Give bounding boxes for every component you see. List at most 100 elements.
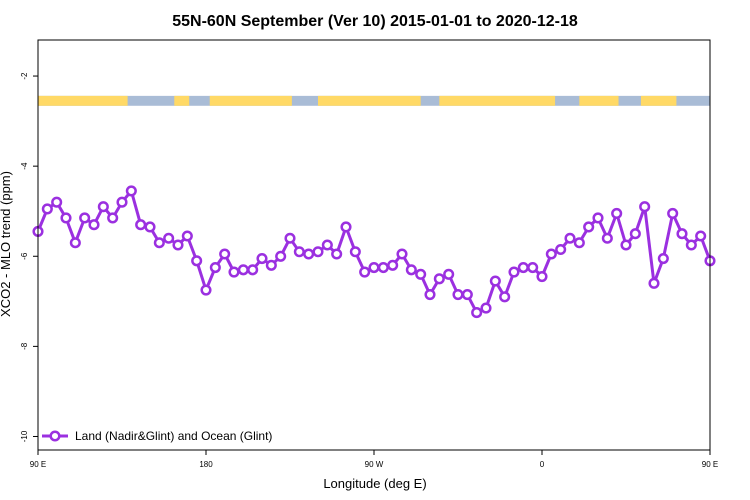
land-segment: [174, 95, 190, 106]
data-point: [527, 261, 539, 274]
data-point: [237, 264, 249, 276]
data-point: [191, 255, 203, 267]
data-point: [639, 201, 651, 213]
data-point: [125, 185, 137, 197]
data-point: [163, 232, 175, 244]
legend-marker: [49, 430, 61, 442]
data-point: [508, 266, 520, 278]
data-point: [172, 239, 184, 251]
x-axis: 90 E 180 90 W 0 90 E: [30, 450, 718, 469]
data-point: [107, 212, 119, 224]
data-point: [228, 266, 240, 278]
series-points: [32, 185, 716, 319]
data-point: [321, 239, 333, 251]
data-point: [303, 248, 315, 260]
surface-band: [38, 95, 710, 106]
data-point: [349, 246, 361, 258]
x-tick-label: 90 W: [365, 460, 384, 469]
data-point: [69, 237, 81, 249]
data-point: [545, 248, 557, 260]
data-point: [377, 261, 389, 274]
data-point: [629, 228, 641, 240]
data-point: [452, 289, 464, 301]
data-point: [312, 246, 324, 258]
chart-title: 55N-60N September (Ver 10) 2015-01-01 to…: [172, 13, 578, 30]
x-tick-label: 180: [199, 460, 213, 469]
data-point: [275, 250, 287, 262]
data-point: [611, 207, 623, 220]
data-point: [293, 246, 305, 258]
data-point: [499, 291, 511, 303]
data-point: [359, 266, 371, 278]
data-point: [79, 212, 91, 224]
data-point: [536, 270, 548, 283]
data-point: [433, 273, 445, 285]
data-point: [181, 230, 193, 242]
x-tick-label: 90 E: [702, 460, 718, 469]
data-point: [265, 259, 277, 271]
land-segment: [640, 95, 677, 106]
series-line: [36, 189, 712, 315]
data-point: [667, 207, 679, 220]
data-point: [564, 232, 576, 244]
data-point: [517, 261, 529, 274]
data-point: [620, 239, 632, 251]
plot-frame: [37, 39, 711, 451]
data-point: [583, 221, 595, 233]
data-point: [60, 212, 72, 224]
data-point: [405, 264, 417, 276]
legend: Land (Nadir&Glint) and Ocean (Glint): [42, 429, 272, 443]
data-point: [601, 232, 613, 244]
data-point: [592, 212, 604, 224]
data-point: [387, 259, 399, 271]
x-tick-label: 0: [540, 460, 545, 469]
y-tick-label: -6: [20, 252, 29, 260]
data-point: [247, 264, 259, 276]
data-point: [153, 237, 165, 249]
data-point: [256, 252, 268, 265]
data-point: [461, 289, 473, 301]
data-point: [415, 268, 427, 280]
data-point: [424, 289, 436, 301]
land-segment: [38, 95, 128, 106]
data-point: [200, 284, 212, 296]
legend-label: Land (Nadir&Glint) and Ocean (Glint): [75, 429, 272, 443]
y-axis-label: XCO2 - MLO trend (ppm): [0, 171, 13, 317]
data-point: [144, 221, 156, 233]
data-point: [657, 252, 669, 265]
y-axis: -2 -4 -6 -8 -10: [20, 72, 38, 442]
y-tick-label: -10: [20, 430, 29, 442]
data-point: [648, 277, 660, 289]
land-segment: [318, 95, 421, 106]
y-tick-label: -2: [20, 72, 29, 80]
data-point: [396, 248, 408, 260]
land-segment: [209, 95, 292, 106]
data-point: [51, 196, 63, 208]
y-tick-label: -8: [20, 342, 29, 350]
data-point: [573, 237, 585, 249]
data-point: [695, 230, 707, 242]
data-point: [489, 275, 501, 287]
data-point: [41, 203, 53, 215]
data-point: [555, 243, 567, 256]
land-segment: [439, 95, 556, 106]
data-point: [480, 302, 492, 314]
x-tick-label: 90 E: [30, 460, 46, 469]
data-point: [685, 239, 697, 251]
data-point: [443, 268, 455, 280]
data-point: [340, 221, 352, 233]
data-point: [135, 219, 147, 231]
data-point: [471, 307, 483, 319]
data-point: [676, 228, 688, 240]
land-segment: [579, 95, 619, 106]
x-axis-label: Longitude (deg E): [323, 476, 426, 491]
data-point: [219, 248, 231, 260]
y-tick-label: -4: [20, 162, 29, 170]
data-point: [88, 219, 100, 231]
data-point: [331, 248, 343, 260]
data-point: [209, 261, 221, 274]
data-point: [284, 232, 296, 244]
data-point: [97, 201, 109, 213]
data-point: [368, 261, 380, 274]
